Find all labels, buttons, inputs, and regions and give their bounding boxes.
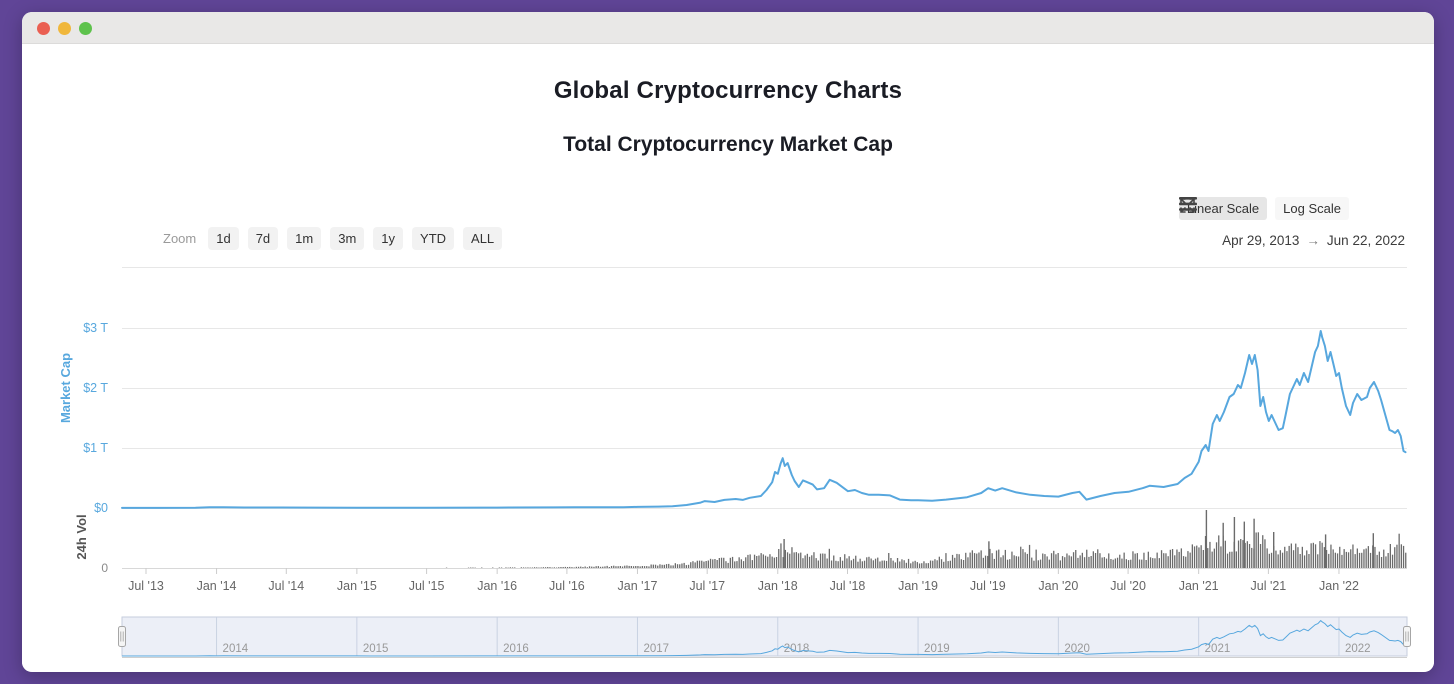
market-cap-line: [121, 330, 1407, 509]
zoom-range-7d[interactable]: 7d: [247, 227, 279, 250]
x-tick-label: Jan '20: [1038, 579, 1078, 593]
x-tick-label: Jul '19: [970, 579, 1006, 593]
zoom-range-1m[interactable]: 1m: [287, 227, 322, 250]
date-range-display: Apr 29, 2013 → Jun 22, 2022: [1222, 233, 1405, 248]
market-cap-axis-title: Market Cap: [58, 353, 73, 423]
traffic-lights: [37, 22, 92, 35]
x-tick-label: Jan '17: [618, 579, 658, 593]
navigator-year-label: 2020: [1064, 643, 1090, 655]
x-tick-label: Jan '16: [477, 579, 517, 593]
navigator-year-label: 2017: [643, 643, 669, 655]
range-start-date[interactable]: Apr 29, 2013: [1222, 233, 1300, 248]
scale-controls: Linear Scale Log Scale: [1178, 197, 1405, 220]
navigator-year-label: 2016: [503, 643, 529, 655]
x-tick-label: Jan '22: [1319, 579, 1359, 593]
x-tick-label: Jul '13: [128, 579, 164, 593]
zoom-range-1d[interactable]: 1d: [208, 227, 239, 250]
navigator: 2014 2015 2016 2017 2018 2019 2020 2021 2022: [118, 616, 1411, 658]
navigator-left-handle[interactable]: [118, 626, 126, 647]
y-tick-label: $3 T: [83, 321, 108, 335]
y-tick-label: $1 T: [83, 441, 108, 455]
x-tick-label: Jul '18: [830, 579, 866, 593]
range-end-date[interactable]: Jun 22, 2022: [1326, 233, 1405, 248]
fullscreen-icon[interactable]: [1180, 198, 1377, 219]
menu-icon[interactable]: [1178, 197, 1405, 219]
window-titlebar[interactable]: [22, 12, 1434, 44]
close-button[interactable]: [37, 22, 50, 35]
zoom-range-all[interactable]: ALL: [463, 227, 503, 250]
chart-title: Total Cryptocurrency Market Cap: [563, 133, 893, 156]
zoom-label: Zoom: [163, 231, 197, 246]
log-scale-button[interactable]: Log Scale: [1275, 197, 1349, 220]
x-tick-label: Jan '15: [337, 579, 377, 593]
volume-axis: 24h Vol 0: [74, 514, 108, 575]
x-tick-label: Jul '20: [1110, 579, 1146, 593]
navigator-year-label: 2021: [1205, 643, 1231, 655]
navigator-mask[interactable]: [121, 616, 1408, 657]
volume-zero-label: 0: [101, 561, 108, 575]
x-tick-label: Jul '21: [1251, 579, 1287, 593]
navigator-year-label: 2022: [1345, 643, 1371, 655]
x-tick-label: Jul '16: [549, 579, 585, 593]
range-arrow-icon: →: [1306, 233, 1320, 248]
navigator-year-label: 2019: [924, 643, 950, 655]
x-tick-label: Jan '19: [898, 579, 938, 593]
x-axis: Jul '13 Jan '14 Jul '14 Jan '15 Jul '15 Jan '…: [122, 568, 1407, 593]
page-title: Global Cryptocurrency Charts: [553, 77, 903, 104]
x-tick-label: Jan '21: [1179, 579, 1219, 593]
navigator-series-line: [122, 619, 1406, 657]
linear-scale-button[interactable]: Linear Scale: [1178, 197, 1268, 220]
navigator-year-label: 2014: [223, 643, 249, 655]
app-window: Global Cryptocurrency Charts Total Crypt…: [22, 12, 1434, 672]
zoom-controls: Zoom 1d 7d 1m 3m 1y YTD ALL: [163, 227, 503, 250]
navigator-right-handle[interactable]: [1403, 626, 1411, 647]
x-tick-label: Jul '15: [409, 579, 445, 593]
y-tick-label: $2 T: [83, 381, 108, 395]
plot-area[interactable]: [122, 267, 1407, 568]
volume-bars: [445, 510, 1407, 568]
x-tick-label: Jan '14: [197, 579, 237, 593]
zoom-range-ytd[interactable]: YTD: [412, 227, 455, 250]
navigator-year-label: 2018: [784, 643, 810, 655]
zoom-range-1y[interactable]: 1y: [373, 227, 404, 250]
volume-axis-title: 24h Vol: [74, 514, 89, 559]
y-tick-label: $0: [94, 501, 108, 515]
x-tick-label: Jul '14: [268, 579, 304, 593]
maximize-button[interactable]: [79, 22, 92, 35]
market-cap-axis: $3 T $2 T $1 T $0 Market Cap: [58, 321, 108, 515]
navigator-year-label: 2015: [363, 643, 389, 655]
zoom-range-3m[interactable]: 3m: [330, 227, 365, 250]
x-tick-label: Jul '17: [689, 579, 725, 593]
x-tick-label: Jan '18: [758, 579, 798, 593]
minimize-button[interactable]: [58, 22, 71, 35]
page-content: Global Cryptocurrency Charts Total Crypt…: [22, 44, 1434, 671]
